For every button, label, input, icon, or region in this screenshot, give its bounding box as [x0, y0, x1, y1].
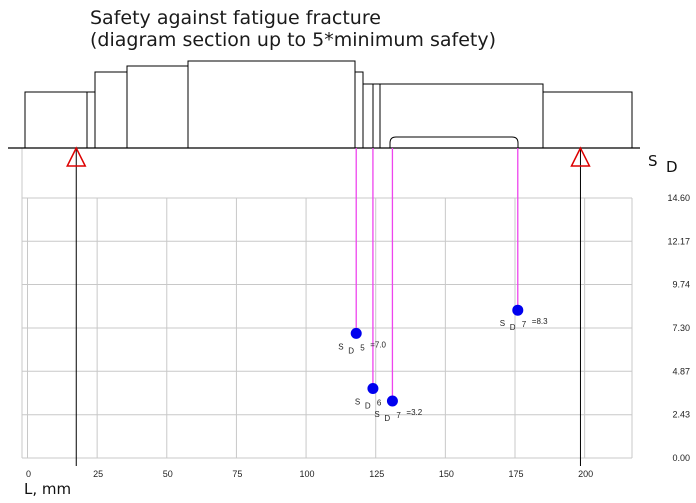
y-tick-label: 2.43 [672, 410, 690, 420]
y-tick-label: 0.00 [672, 453, 690, 463]
data-label: S D 7 =3.2 [374, 408, 422, 423]
y-tick-label: 9.74 [672, 280, 690, 290]
x-tick-label: 0 [26, 469, 31, 479]
data-label-n: 7 [522, 320, 527, 329]
data-label-s: S [355, 398, 360, 407]
y-axis-label: S [648, 152, 658, 170]
x-axis-label: L, mm [24, 480, 71, 498]
data-label-d: D [384, 414, 390, 423]
x-tick-label: 150 [439, 469, 454, 479]
data-label-n: 5 [360, 343, 365, 352]
data-lines [355, 148, 519, 402]
data-label: S D 7 =8.3 [500, 317, 548, 332]
shaft-outline [8, 60, 640, 149]
y-tick-label: 7.30 [672, 323, 690, 333]
x-tick-label: 75 [232, 469, 242, 479]
x-tick-label: 200 [578, 469, 593, 479]
grid [21, 148, 633, 459]
data-label-s: S [500, 319, 505, 328]
y-tick-label: 12.17 [667, 236, 690, 246]
data-label-d: D [348, 346, 354, 355]
data-label-value: =8.3 [532, 317, 548, 326]
support-triangle-icon [66, 146, 87, 167]
data-label-n: 7 [396, 411, 401, 420]
data-label-d: D [510, 323, 516, 332]
data-label-d: D [365, 402, 371, 411]
y-tick-label: 4.87 [672, 366, 690, 376]
x-tick-label: 125 [369, 469, 384, 479]
chart-subtitle: (diagram section up to 5*minimum safety) [90, 29, 496, 51]
data-point [350, 327, 362, 339]
y-tick-labels: 0.00 2.43 4.87 7.30 9.74 12.17 14.60 [667, 193, 690, 463]
data-label: S D 5 =7.0 [338, 340, 386, 355]
x-tick-labels: 0 25 50 75 100 125 150 175 200 [26, 469, 593, 479]
supports [66, 146, 591, 466]
data-label-n: 6 [377, 399, 382, 408]
x-tick-label: 175 [508, 469, 523, 479]
data-label-s: S [338, 342, 343, 351]
x-tick-label: 100 [300, 469, 315, 479]
y-tick-label: 14.60 [667, 193, 690, 203]
data-point [386, 395, 398, 407]
data-label-value: =7.0 [370, 340, 386, 349]
support-triangle-icon [570, 146, 591, 167]
data-point [367, 383, 379, 395]
y-axis-label-sub: D [666, 158, 678, 176]
x-tick-label: 50 [163, 469, 173, 479]
data-point [512, 304, 524, 316]
chart-title: Safety against fatigue fracture [90, 7, 381, 29]
data-label-value: =3.2 [406, 408, 422, 417]
x-tick-label: 25 [93, 469, 103, 479]
data-label-s: S [374, 410, 379, 419]
